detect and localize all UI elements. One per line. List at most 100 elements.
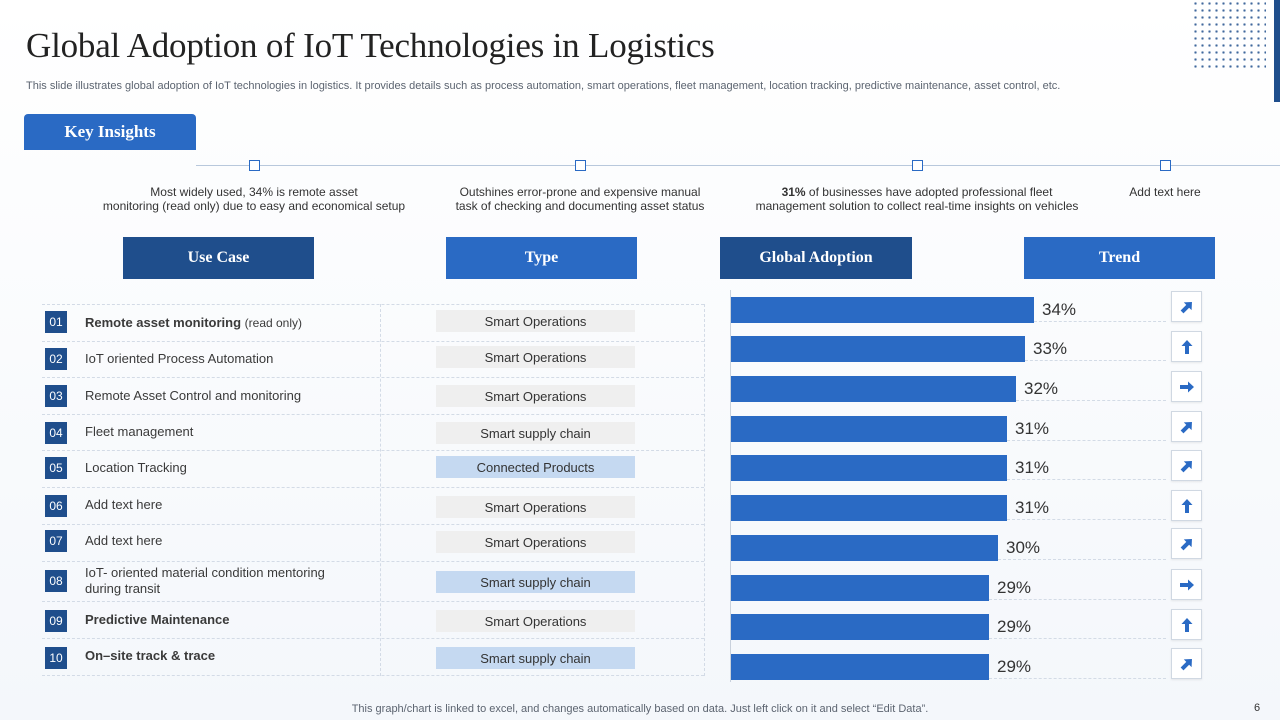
adoption-bar-04 (731, 416, 1007, 442)
edge-accent-bar (1274, 0, 1280, 102)
insight-marker-4 (1160, 160, 1171, 171)
bar-gridline (1034, 321, 1166, 322)
adoption-bar-07 (731, 535, 998, 561)
row-number-05: 05 (45, 457, 67, 479)
row-divider (42, 638, 704, 639)
trend-up-right-arrow-icon (1171, 450, 1202, 481)
row-number-01: 01 (45, 311, 67, 333)
row-number-03: 03 (45, 385, 67, 407)
trend-up-right-arrow-icon (1171, 291, 1202, 322)
adoption-bar-01 (731, 297, 1034, 323)
header-trend: Trend (1024, 237, 1215, 279)
row-number-09: 09 (45, 610, 67, 632)
bar-gridline (1007, 440, 1166, 441)
row-divider (42, 601, 704, 602)
insight-2-line2: task of checking and documenting asset s… (455, 199, 705, 213)
trend-up-right-arrow-icon (1171, 648, 1202, 679)
row-use-case-03: Remote Asset Control and monitoring (85, 388, 302, 403)
footer-note: This graph/chart is linked to excel, and… (351, 703, 929, 715)
row-type-06: Smart Operations (436, 496, 635, 518)
adoption-bar-08 (731, 575, 989, 601)
insight-text-1: Most widely used, 34% is remote asset mo… (94, 185, 414, 213)
row-use-case-10: On–site track & trace (85, 648, 216, 663)
trend-right-arrow-icon (1171, 569, 1202, 600)
bar-gridline (1007, 519, 1166, 520)
insight-text-2: Outshines error-prone and expensive manu… (440, 185, 720, 213)
row-divider (42, 414, 704, 415)
row-type-02: Smart Operations (436, 346, 635, 368)
chart-axis (730, 290, 731, 682)
insight-2-line1: Outshines error-prone and expensive manu… (459, 185, 701, 199)
adoption-bar-03 (731, 376, 1016, 402)
row-use-case-08: IoT- oriented material condition mentori… (85, 565, 325, 597)
bar-gridline (989, 599, 1166, 600)
dot-pattern-decoration (1192, 0, 1266, 68)
insight-1-line2: monitoring (read only) due to easy and e… (102, 199, 406, 213)
bar-gridline (989, 638, 1166, 639)
header-type: Type (446, 237, 637, 279)
page-title: Global Adoption of IoT Technologies in L… (26, 26, 715, 65)
row-number-07: 07 (45, 530, 67, 552)
bar-gridline (1025, 360, 1166, 361)
insight-3-line1-text: of businesses have adopted professional … (805, 185, 1053, 199)
adoption-bar-05 (731, 455, 1007, 481)
adoption-bar-02 (731, 336, 1025, 362)
bar-value-label-05: 31% (1015, 458, 1050, 477)
row-divider (42, 561, 704, 562)
trend-right-arrow-icon (1171, 371, 1202, 402)
row-divider (42, 377, 704, 378)
adoption-bar-09 (731, 614, 989, 640)
row-divider (42, 341, 704, 342)
insight-1-line1: Most widely used, 34% is remote asset (150, 185, 358, 199)
column-divider (704, 304, 705, 676)
bar-gridline (1007, 479, 1166, 480)
insight-text-4: Add text here (1105, 185, 1225, 199)
row-number-08: 08 (45, 570, 67, 592)
bar-gridline (998, 559, 1166, 560)
trend-up-arrow-icon (1171, 331, 1202, 362)
insight-text-3: 31% of businesses have adopted professio… (742, 185, 1092, 213)
bar-value-label-09: 29% (997, 617, 1032, 636)
insight-3-line2: management solution to collect real-time… (755, 199, 1079, 213)
bar-value-label-03: 32% (1024, 379, 1059, 398)
bar-gridline (989, 678, 1166, 679)
adoption-bar-06 (731, 495, 1007, 521)
trend-up-right-arrow-icon (1171, 411, 1202, 442)
row-type-01: Smart Operations (436, 310, 635, 332)
page-subtitle: This slide illustrates global adoption o… (26, 80, 1061, 92)
row-type-09: Smart Operations (436, 610, 635, 632)
insight-marker-2 (575, 160, 586, 171)
row-divider (42, 487, 704, 488)
bar-value-label-04: 31% (1015, 419, 1050, 438)
bar-value-label-08: 29% (997, 578, 1032, 597)
row-number-06: 06 (45, 495, 67, 517)
row-number-10: 10 (45, 647, 67, 669)
row-divider (42, 524, 704, 525)
header-global-adoption: Global Adoption (720, 237, 912, 279)
page-number: 6 (1254, 702, 1261, 714)
row-type-07: Smart Operations (436, 531, 635, 553)
row-type-05: Connected Products (436, 456, 635, 478)
use-case-suffix: (read only) (244, 316, 303, 330)
use-case-text: Remote asset monitoring (85, 315, 242, 330)
bar-value-label-01: 34% (1042, 300, 1077, 319)
row-use-case-02: IoT oriented Process Automation (85, 351, 274, 366)
row-type-08: Smart supply chain (436, 571, 635, 593)
bar-value-label-10: 29% (997, 657, 1032, 676)
row-number-04: 04 (45, 422, 67, 444)
column-divider (380, 304, 381, 676)
row-type-03: Smart Operations (436, 385, 635, 407)
bar-value-label-06: 31% (1015, 498, 1050, 517)
insight-3-highlight: 31% (781, 185, 806, 199)
use-case-line1: IoT- oriented material condition mentori… (85, 565, 325, 580)
row-use-case-09: Predictive Maintenance (85, 612, 230, 627)
use-case-line2: during transit (85, 581, 161, 596)
row-use-case-06: Add text here (85, 497, 163, 512)
row-use-case-07: Add text here (85, 533, 163, 548)
row-divider (42, 675, 704, 676)
bar-value-label-02: 33% (1033, 339, 1068, 358)
row-use-case-01: Remote asset monitoring (read only) (85, 315, 302, 331)
insight-3-line1: 31% of businesses have adopted professio… (742, 185, 1092, 199)
key-insights-tab: Key Insights (24, 114, 196, 150)
trend-up-right-arrow-icon (1171, 528, 1202, 559)
